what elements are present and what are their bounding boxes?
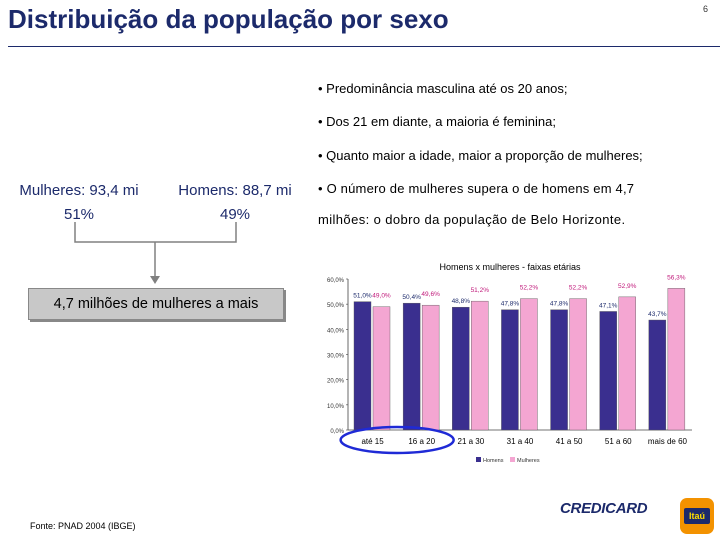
page-number: 6 — [702, 4, 708, 14]
y-tick-label: 20,0% — [327, 379, 345, 385]
result-box: 4,7 milhões de mulheres a mais — [28, 288, 284, 320]
bar-men — [452, 306, 470, 431]
data-label: 51,2% — [471, 287, 490, 294]
women-count: Mulheres: 93,4 mi — [19, 182, 139, 199]
data-label: 43,7% — [648, 311, 667, 318]
chart-title: Homens x mulheres - faixas etárias — [439, 262, 581, 272]
credicard-logo: CREDICARD — [560, 500, 648, 517]
y-tick-label: 40,0% — [327, 328, 345, 334]
bar-women — [520, 298, 538, 431]
legend-swatch — [476, 457, 481, 462]
source-note: Fonte: PNAD 2004 (IBGE) — [30, 521, 136, 531]
bar-women — [471, 300, 489, 431]
data-label: 51,0% — [353, 293, 372, 300]
bullet-2: • Dos 21 em diante, a maioria é feminina… — [318, 114, 556, 129]
age-group-chart: Homens x mulheres - faixas etárias 0,0% 10… — [327, 262, 692, 464]
women-percent: 51% — [63, 206, 95, 223]
legend-swatch — [510, 457, 515, 462]
bullet-1: • Predominância masculina até os 20 anos… — [318, 81, 568, 96]
data-label: 49,6% — [421, 291, 440, 298]
y-tick-label: 30,0% — [327, 354, 345, 360]
bracket-connector — [74, 222, 237, 284]
bar-men — [550, 309, 568, 431]
x-tick-label: 41 a 50 — [556, 437, 583, 446]
bar-women — [372, 306, 391, 431]
bar-men — [501, 309, 519, 431]
legend-label: Mulheres — [517, 458, 540, 464]
title-divider — [8, 46, 720, 47]
highlight-ellipse — [339, 425, 455, 455]
bar-women — [618, 296, 636, 431]
data-label: 47,8% — [550, 301, 569, 308]
itau-logo-text: Itaú — [684, 508, 710, 524]
data-label: 47,1% — [599, 302, 618, 309]
bar-women — [667, 288, 686, 431]
data-label: 52,2% — [520, 285, 539, 292]
bullet-4-continuation: milhões: o dobro da população de Belo Ho… — [318, 212, 626, 227]
credicard-logo-text: CREDICARD — [560, 500, 648, 517]
data-label: 50,4% — [402, 294, 421, 301]
men-stat: Homens: 88,7 mi 49% — [160, 179, 310, 227]
data-label: 48,8% — [452, 298, 471, 305]
legend-label: Homens — [483, 458, 504, 464]
y-tick-label: 10,0% — [327, 404, 345, 410]
x-tick-label: mais de 60 — [648, 437, 688, 446]
y-tick-label: 0,0% — [330, 429, 344, 435]
bar-men — [599, 311, 617, 431]
bar-men — [353, 301, 372, 431]
x-tick-label: até 15 — [361, 437, 384, 446]
data-label: 56,3% — [667, 274, 686, 281]
bar-women — [421, 304, 440, 431]
men-percent: 49% — [219, 206, 251, 223]
data-label: 52,2% — [569, 285, 588, 292]
men-count: Homens: 88,7 mi — [178, 182, 292, 199]
x-tick-label: 16 a 20 — [408, 437, 435, 446]
y-tick-label: 60,0% — [327, 278, 345, 284]
bullet-3: • Quanto maior a idade, maior a proporçã… — [318, 148, 643, 163]
data-label: 47,8% — [501, 301, 520, 308]
page-title: Distribuição da população por sexo — [8, 4, 449, 34]
itau-logo: Itaú — [680, 498, 714, 534]
y-tick-label: 50,0% — [327, 303, 345, 309]
bar-men — [402, 302, 421, 431]
data-label: 52,9% — [618, 283, 637, 290]
bar-men — [648, 319, 667, 431]
arrow-down-icon — [150, 276, 160, 284]
bar-women — [569, 298, 587, 431]
x-tick-label: 21 a 30 — [458, 437, 485, 446]
bullet-4: • O número de mulheres supera o de homen… — [318, 181, 635, 196]
women-stat: Mulheres: 93,4 mi 51% — [4, 179, 154, 227]
x-tick-label: 51 a 60 — [605, 437, 632, 446]
data-label: 49,0% — [372, 293, 391, 300]
x-tick-label: 31 a 40 — [507, 437, 534, 446]
